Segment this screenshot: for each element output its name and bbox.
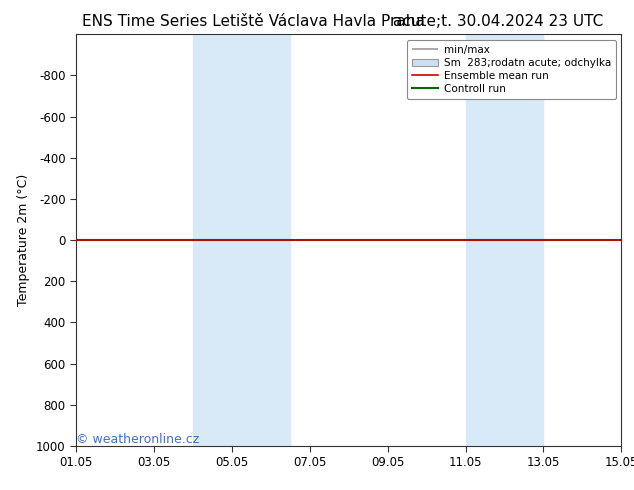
Bar [465,34,543,446]
Text: ENS Time Series Letiště Václava Havla Praha: ENS Time Series Letiště Václava Havla Pr… [82,14,425,29]
Text: © weatheronline.cz: © weatheronline.cz [77,433,200,446]
Y-axis label: Temperature 2m (°C): Temperature 2m (°C) [18,174,30,306]
Bar [193,34,290,446]
Text: acute;t. 30.04.2024 23 UTC: acute;t. 30.04.2024 23 UTC [393,14,604,29]
Legend: min/max, Sm  283;rodatn acute; odchylka, Ensemble mean run, Controll run: min/max, Sm 283;rodatn acute; odchylka, … [407,40,616,99]
